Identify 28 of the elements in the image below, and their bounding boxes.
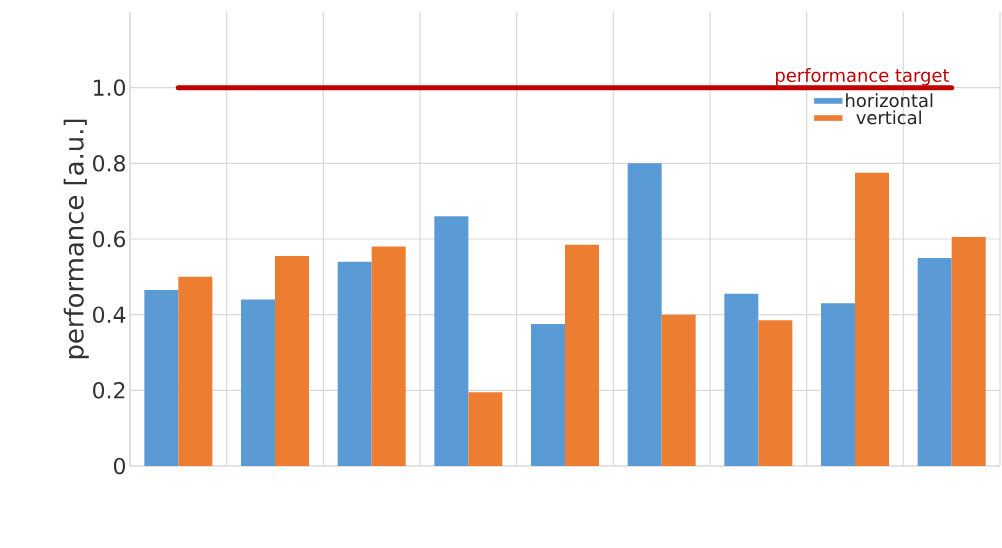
legend-label: vertical: [856, 110, 921, 125]
bar: [434, 216, 469, 466]
bar: [565, 244, 600, 466]
y-tick-label: 0.8: [93, 155, 125, 172]
bar: [371, 246, 406, 466]
bar: [758, 320, 793, 466]
bar: [917, 257, 952, 466]
bar: [627, 163, 662, 466]
bar: [855, 172, 890, 466]
y-tick-label: 0.2: [93, 382, 125, 399]
y-tick-label: 0: [113, 457, 126, 475]
bar: [661, 314, 696, 466]
bar: [724, 293, 759, 466]
ref-line-label: performance target: [776, 68, 950, 86]
bar: [178, 276, 213, 466]
bar: [275, 256, 309, 466]
bar: [821, 303, 856, 466]
legend-label: horizontal: [846, 93, 933, 108]
bar: [337, 261, 372, 466]
bar: [531, 324, 566, 466]
y-tick-label: 0.4: [93, 306, 126, 323]
bar: [144, 290, 179, 466]
bar: [951, 237, 986, 466]
bar: [468, 392, 503, 466]
y-tick-label: 1.0: [94, 79, 126, 96]
bar: [241, 299, 275, 466]
y-axis-title: performance [a.u.]: [63, 119, 89, 359]
y-tick-label: 0.6: [93, 230, 126, 248]
